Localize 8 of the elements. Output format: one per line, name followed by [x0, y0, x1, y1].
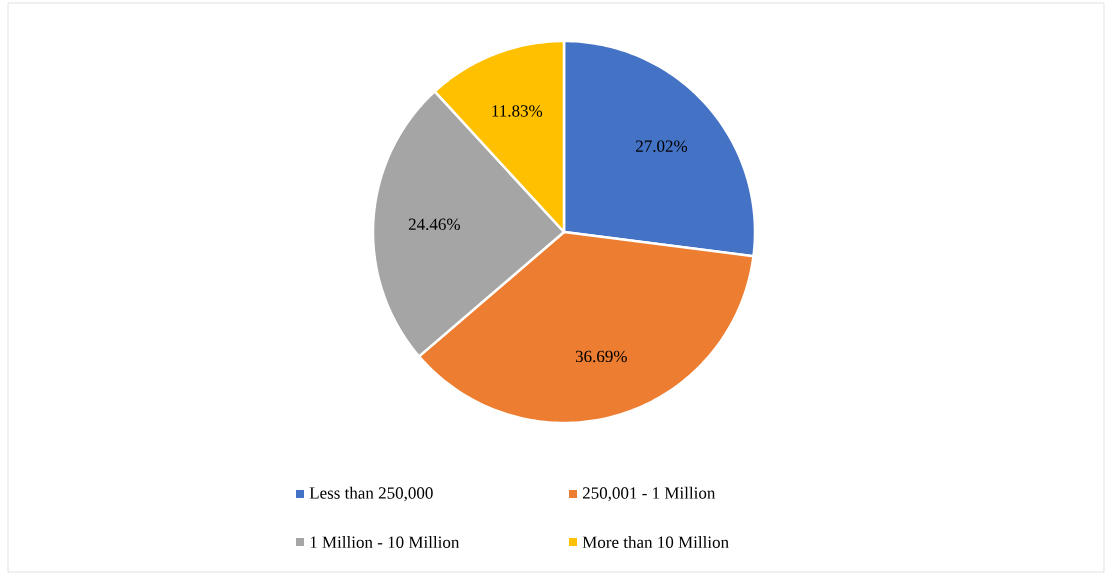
data-label: 27.02% [636, 140, 688, 152]
legend-label: More than 10 Million [582, 536, 729, 548]
data-label: 11.83% [492, 105, 543, 117]
legend-label: 1 Million - 10 Million [310, 536, 460, 548]
data-label: 24.46% [408, 218, 460, 231]
legend-label: Less than 250,000 [309, 486, 433, 502]
legend-label: 250,001 - 1 Million [582, 486, 716, 502]
data-label: 36.69% [575, 350, 627, 363]
